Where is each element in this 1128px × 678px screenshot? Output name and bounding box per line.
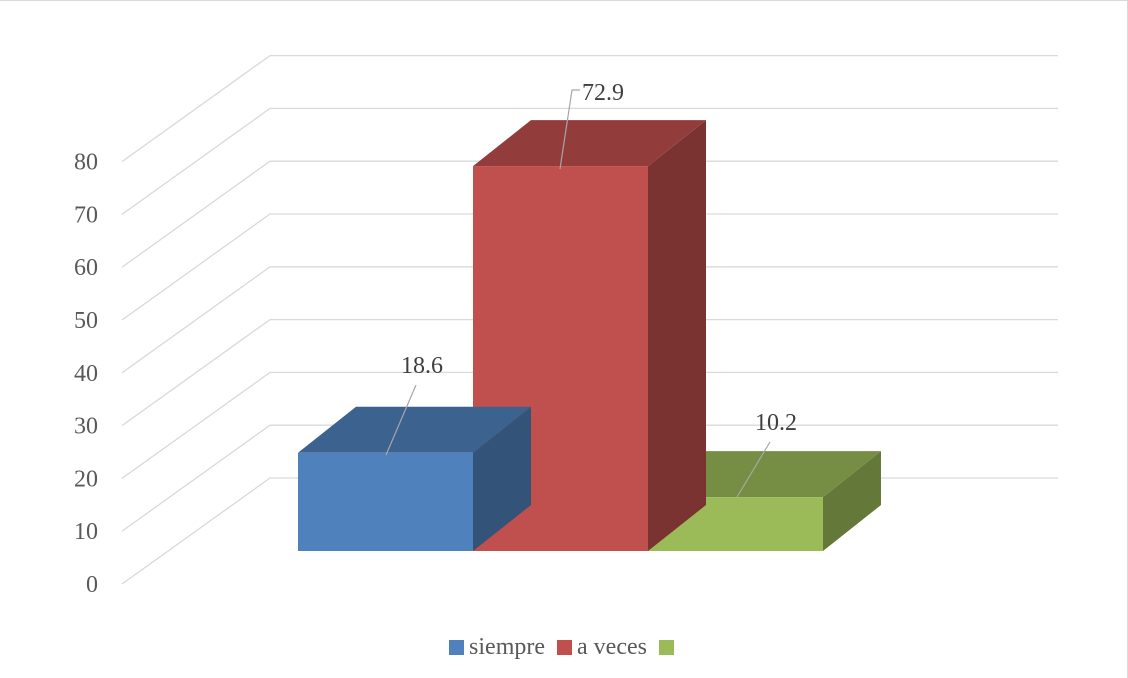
legend-label: a veces [577,633,647,660]
bars [298,120,881,551]
bar-front-face [298,452,473,551]
side-wall-gridline [121,266,271,374]
legend-item: a veces [557,634,647,661]
side-wall-gridline [121,107,271,215]
leader-line [385,384,417,456]
y-tick-label: 0 [86,572,98,598]
bar-top-face [298,406,531,453]
bar-top-face [473,120,706,167]
leader-line [736,441,771,498]
side-wall-gridline [121,477,271,585]
legend: siempre a veces [0,629,1128,665]
bar-top-face [648,451,881,498]
side-wall-gridline [121,213,271,321]
bar-side-face [823,451,881,551]
legend-label: siempre [469,633,546,660]
side-wall-gridline [121,160,271,268]
legend-swatch [449,639,465,655]
side-wall-gridline [121,424,271,532]
y-tick-label: 40 [74,361,98,387]
data-label: 72.9 [582,80,624,106]
data-label: 10.2 [755,410,797,436]
y-tick-label: 70 [74,202,98,228]
legend-swatch [557,639,573,655]
y-tick-label: 30 [74,414,98,440]
y-tick-label: 50 [74,308,98,334]
bar-side-face [473,406,531,551]
y-tick-label: 10 [74,519,98,545]
side-wall-gridline [121,371,271,479]
bar-siempre [298,406,531,551]
legend-item: siempre [449,634,545,661]
y-tick-label: 20 [74,466,98,492]
leader-line [559,89,580,170]
data-label: 18.6 [401,353,443,379]
y-axis-ticks: 0 10 20 30 40 50 60 70 80 [74,150,98,598]
chart-walls [121,55,271,585]
side-wall-gridline [121,319,271,427]
chart-3d-column: 0 10 20 30 40 50 60 70 80 18.6 72.9 10.2 [74,54,1058,598]
bar-series-3 [648,451,881,551]
side-wall-gridline [121,55,271,163]
bar-side-face [648,120,706,551]
data-labels: 18.6 72.9 10.2 [385,80,797,498]
y-tick-label: 80 [74,150,98,176]
legend-swatch [658,639,674,655]
y-tick-label: 60 [74,255,98,281]
legend-item [658,639,679,655]
